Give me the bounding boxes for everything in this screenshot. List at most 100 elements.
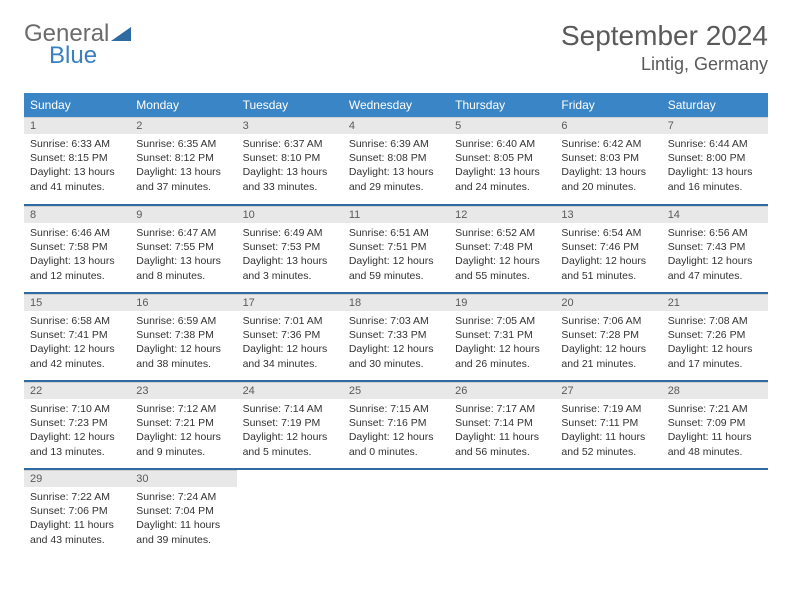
day-number: 17 — [237, 294, 343, 311]
day-data: Sunrise: 6:46 AMSunset: 7:58 PMDaylight:… — [24, 223, 130, 289]
sunrise-text: Sunrise: 7:14 AM — [243, 402, 337, 416]
sunset-text: Sunset: 8:15 PM — [30, 151, 124, 165]
daylight-text: Daylight: 13 hours and 12 minutes. — [30, 254, 124, 282]
calendar-cell — [449, 469, 555, 557]
daylight-text: Daylight: 11 hours and 56 minutes. — [455, 430, 549, 458]
day-data: Sunrise: 7:22 AMSunset: 7:06 PMDaylight:… — [24, 487, 130, 553]
day-data: Sunrise: 6:59 AMSunset: 7:38 PMDaylight:… — [130, 311, 236, 377]
day-number: 3 — [237, 117, 343, 134]
day-data: Sunrise: 6:51 AMSunset: 7:51 PMDaylight:… — [343, 223, 449, 289]
day-data: Sunrise: 7:05 AMSunset: 7:31 PMDaylight:… — [449, 311, 555, 377]
weekday-header: Friday — [555, 93, 661, 117]
day-data: Sunrise: 7:01 AMSunset: 7:36 PMDaylight:… — [237, 311, 343, 377]
daylight-text: Daylight: 11 hours and 52 minutes. — [561, 430, 655, 458]
calendar-cell: 14Sunrise: 6:56 AMSunset: 7:43 PMDayligh… — [662, 205, 768, 293]
daylight-text: Daylight: 12 hours and 9 minutes. — [136, 430, 230, 458]
sunrise-text: Sunrise: 6:52 AM — [455, 226, 549, 240]
header: General September 2024 Lintig, Germany — [24, 20, 768, 75]
sunrise-text: Sunrise: 7:21 AM — [668, 402, 762, 416]
sunrise-text: Sunrise: 7:15 AM — [349, 402, 443, 416]
day-data: Sunrise: 7:08 AMSunset: 7:26 PMDaylight:… — [662, 311, 768, 377]
day-number: 27 — [555, 382, 661, 399]
calendar-cell — [555, 469, 661, 557]
sunset-text: Sunset: 7:48 PM — [455, 240, 549, 254]
weekday-header: Thursday — [449, 93, 555, 117]
calendar-cell: 1Sunrise: 6:33 AMSunset: 8:15 PMDaylight… — [24, 117, 130, 205]
day-data: Sunrise: 7:21 AMSunset: 7:09 PMDaylight:… — [662, 399, 768, 465]
daylight-text: Daylight: 13 hours and 37 minutes. — [136, 165, 230, 193]
sunrise-text: Sunrise: 6:54 AM — [561, 226, 655, 240]
sunset-text: Sunset: 7:36 PM — [243, 328, 337, 342]
sunrise-text: Sunrise: 6:56 AM — [668, 226, 762, 240]
daylight-text: Daylight: 12 hours and 47 minutes. — [668, 254, 762, 282]
sunrise-text: Sunrise: 7:17 AM — [455, 402, 549, 416]
sunrise-text: Sunrise: 6:44 AM — [668, 137, 762, 151]
sunset-text: Sunset: 7:28 PM — [561, 328, 655, 342]
day-number: 21 — [662, 294, 768, 311]
daylight-text: Daylight: 12 hours and 59 minutes. — [349, 254, 443, 282]
calendar-cell: 21Sunrise: 7:08 AMSunset: 7:26 PMDayligh… — [662, 293, 768, 381]
day-data: Sunrise: 6:35 AMSunset: 8:12 PMDaylight:… — [130, 134, 236, 200]
sunset-text: Sunset: 7:38 PM — [136, 328, 230, 342]
sunset-text: Sunset: 7:09 PM — [668, 416, 762, 430]
day-number: 2 — [130, 117, 236, 134]
calendar-cell: 13Sunrise: 6:54 AMSunset: 7:46 PMDayligh… — [555, 205, 661, 293]
sunset-text: Sunset: 7:04 PM — [136, 504, 230, 518]
day-data: Sunrise: 7:17 AMSunset: 7:14 PMDaylight:… — [449, 399, 555, 465]
day-number: 22 — [24, 382, 130, 399]
calendar-cell — [237, 469, 343, 557]
daylight-text: Daylight: 12 hours and 21 minutes. — [561, 342, 655, 370]
day-data: Sunrise: 6:40 AMSunset: 8:05 PMDaylight:… — [449, 134, 555, 200]
day-number: 4 — [343, 117, 449, 134]
sunrise-text: Sunrise: 6:33 AM — [30, 137, 124, 151]
daylight-text: Daylight: 13 hours and 33 minutes. — [243, 165, 337, 193]
calendar-cell — [662, 469, 768, 557]
sunset-text: Sunset: 8:03 PM — [561, 151, 655, 165]
day-data: Sunrise: 6:33 AMSunset: 8:15 PMDaylight:… — [24, 134, 130, 200]
day-number: 7 — [662, 117, 768, 134]
sunset-text: Sunset: 7:23 PM — [30, 416, 124, 430]
day-number: 15 — [24, 294, 130, 311]
daylight-text: Daylight: 11 hours and 39 minutes. — [136, 518, 230, 546]
sunrise-text: Sunrise: 6:58 AM — [30, 314, 124, 328]
daylight-text: Daylight: 12 hours and 30 minutes. — [349, 342, 443, 370]
day-data: Sunrise: 7:06 AMSunset: 7:28 PMDaylight:… — [555, 311, 661, 377]
sunset-text: Sunset: 8:08 PM — [349, 151, 443, 165]
day-number: 12 — [449, 206, 555, 223]
daylight-text: Daylight: 12 hours and 5 minutes. — [243, 430, 337, 458]
calendar-cell: 11Sunrise: 6:51 AMSunset: 7:51 PMDayligh… — [343, 205, 449, 293]
day-data: Sunrise: 6:56 AMSunset: 7:43 PMDaylight:… — [662, 223, 768, 289]
calendar-cell: 20Sunrise: 7:06 AMSunset: 7:28 PMDayligh… — [555, 293, 661, 381]
day-number: 14 — [662, 206, 768, 223]
calendar-cell: 30Sunrise: 7:24 AMSunset: 7:04 PMDayligh… — [130, 469, 236, 557]
day-number: 25 — [343, 382, 449, 399]
calendar-cell: 16Sunrise: 6:59 AMSunset: 7:38 PMDayligh… — [130, 293, 236, 381]
sunrise-text: Sunrise: 7:10 AM — [30, 402, 124, 416]
location: Lintig, Germany — [561, 54, 768, 75]
sunrise-text: Sunrise: 7:06 AM — [561, 314, 655, 328]
calendar-cell: 27Sunrise: 7:19 AMSunset: 7:11 PMDayligh… — [555, 381, 661, 469]
day-number: 26 — [449, 382, 555, 399]
sunrise-text: Sunrise: 7:08 AM — [668, 314, 762, 328]
sunset-text: Sunset: 7:43 PM — [668, 240, 762, 254]
sunrise-text: Sunrise: 6:49 AM — [243, 226, 337, 240]
calendar-cell: 10Sunrise: 6:49 AMSunset: 7:53 PMDayligh… — [237, 205, 343, 293]
day-number: 30 — [130, 470, 236, 487]
daylight-text: Daylight: 13 hours and 20 minutes. — [561, 165, 655, 193]
calendar-row: 15 Sunrise: 6:58 AMSunset: 7:41 PM Dayligh… — [24, 293, 768, 381]
sunset-text: Sunset: 7:19 PM — [243, 416, 337, 430]
sunset-text: Sunset: 7:41 PM — [30, 328, 124, 342]
day-data: Sunrise: 7:12 AMSunset: 7:21 PMDaylight:… — [130, 399, 236, 465]
day-data: Sunrise: 6:37 AMSunset: 8:10 PMDaylight:… — [237, 134, 343, 200]
calendar-cell: 5Sunrise: 6:40 AMSunset: 8:05 PMDaylight… — [449, 117, 555, 205]
day-number: 29 — [24, 470, 130, 487]
sunset-text: Sunset: 7:53 PM — [243, 240, 337, 254]
day-data: Sunrise: 6:49 AMSunset: 7:53 PMDaylight:… — [237, 223, 343, 289]
sunrise-text: Sunrise: 6:59 AM — [136, 314, 230, 328]
sunset-text: Sunset: 7:14 PM — [455, 416, 549, 430]
sunset-text: Sunset: 8:12 PM — [136, 151, 230, 165]
sunrise-text: Sunrise: 7:05 AM — [455, 314, 549, 328]
day-number: 1 — [24, 117, 130, 134]
sunset-text: Sunset: 7:58 PM — [30, 240, 124, 254]
day-number: 18 — [343, 294, 449, 311]
